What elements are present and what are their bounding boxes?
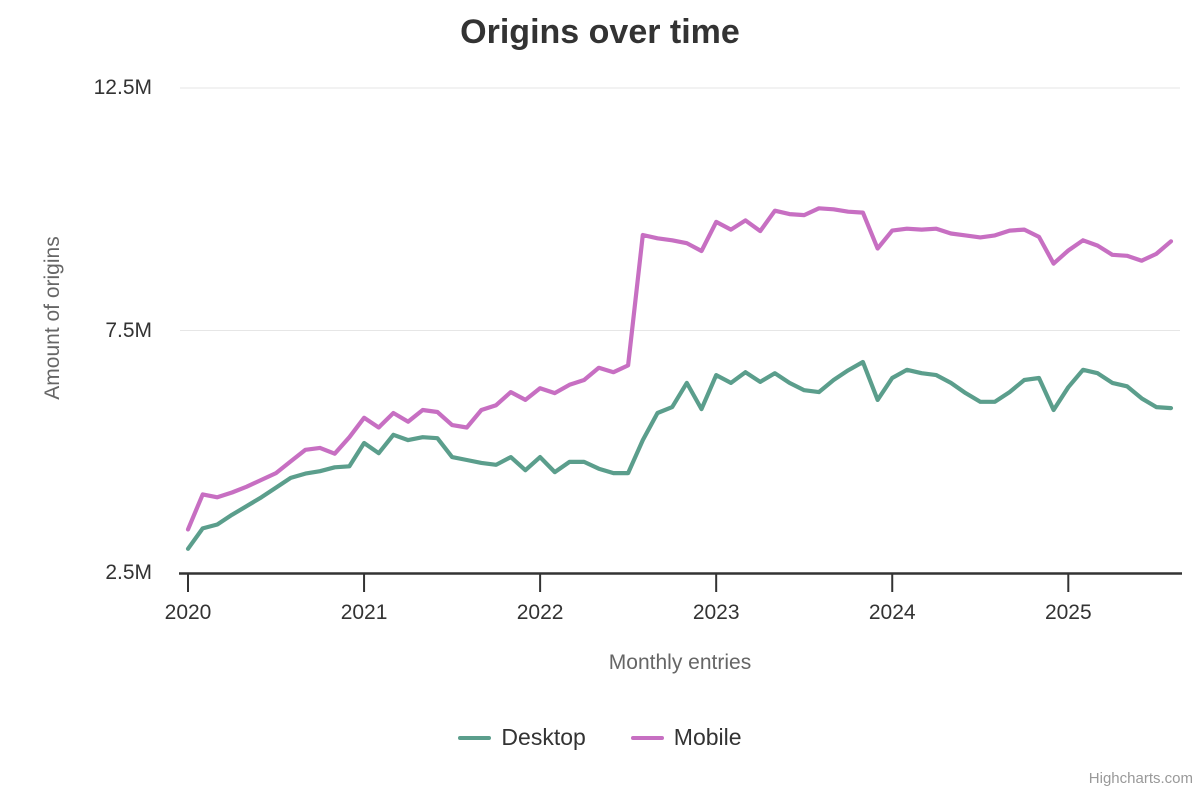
legend-label: Mobile <box>673 724 742 750</box>
highcharts-credit-link[interactable]: Highcharts.com <box>1088 770 1193 787</box>
legend-item-mobile[interactable]: Mobile <box>630 724 742 751</box>
legend: Desktop Mobile <box>0 724 1200 751</box>
mobile-series-line[interactable] <box>185 206 1174 532</box>
x-tick-label: 2021 <box>340 601 388 624</box>
desktop-legend-marker-icon <box>458 735 492 740</box>
x-axis <box>179 572 1182 592</box>
legend-label: Desktop <box>501 724 586 750</box>
y-tick-label: 2.5M <box>105 561 152 584</box>
legend-item-desktop[interactable]: Desktop <box>458 724 586 751</box>
gridlines <box>180 87 1180 331</box>
y-tick-label: 12.5M <box>93 76 152 99</box>
mobile-legend-marker-icon <box>630 735 664 740</box>
desktop-series-line[interactable] <box>185 359 1174 551</box>
x-tick-label: 2024 <box>868 601 916 624</box>
x-axis-title: Monthly entries <box>608 651 752 674</box>
x-tick-label: 2022 <box>516 601 564 624</box>
x-tick-label: 2023 <box>692 601 740 624</box>
x-tick-label: 2025 <box>1044 601 1092 624</box>
x-tick-label: 2020 <box>164 601 212 624</box>
chart-title: Origins over time <box>460 13 740 51</box>
y-tick-label: 7.5M <box>105 318 152 342</box>
series-lines <box>185 206 1174 551</box>
